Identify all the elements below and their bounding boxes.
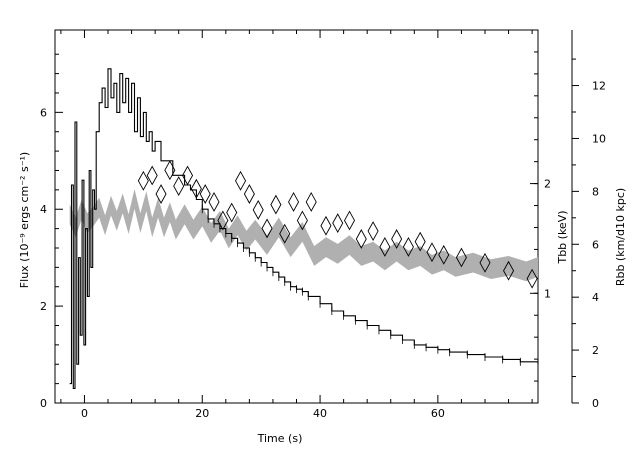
flux-series-line [69, 68, 539, 390]
radius-diamond-point [182, 165, 194, 186]
radius-diamond-point [438, 244, 450, 265]
y-radius-tick-label: 10 [592, 132, 606, 145]
radius-diamond-point [305, 192, 317, 212]
x-tick-label: 20 [195, 407, 209, 420]
radius-diamond-point [367, 221, 379, 241]
y-radius-tick-label: 0 [592, 397, 599, 410]
radius-diamond-point [164, 160, 176, 181]
y-axis-title-right-radius: Rbb (km/d10 kpc) [614, 188, 627, 286]
radius-diamond-point [252, 199, 264, 220]
radius-diamond-point [137, 170, 149, 191]
radius-diamond-point [270, 194, 282, 215]
x-axis-title: Time (s) [257, 432, 303, 445]
y-left-tick-label: 6 [40, 106, 47, 119]
y-radius-tick-label: 8 [592, 185, 599, 198]
y-left-tick-label: 0 [40, 397, 47, 410]
y-radius-tick-label: 4 [592, 291, 599, 304]
y-temperature-tick-label: 2 [544, 178, 551, 191]
radius-diamond-point [190, 178, 202, 199]
radius-diamond-point [208, 192, 220, 212]
radius-diamond-point [235, 170, 247, 191]
radius-diamond-point [402, 236, 414, 257]
radius-diamond-point [320, 215, 332, 236]
x-tick-label: 40 [313, 407, 327, 420]
temperature-band [69, 189, 538, 282]
radius-diamond-point [226, 202, 238, 223]
radius-diamond-point [503, 260, 515, 281]
radius-diamond-point [199, 184, 211, 204]
y-radius-tick-label: 2 [592, 344, 599, 357]
radius-diamond-point [243, 184, 255, 204]
radius-diamond-point [455, 247, 467, 268]
y-left-tick-label: 4 [40, 203, 47, 216]
y-temperature-tick-label: 1 [544, 287, 551, 300]
axis-ticks [55, 30, 579, 404]
radius-diamond-point [146, 165, 158, 186]
radius-diamond-point [155, 184, 167, 204]
x-tick-label: 0 [81, 407, 88, 420]
y-radius-tick-label: 6 [592, 238, 599, 251]
radius-diamond-point [379, 236, 391, 257]
y-axis-title-left: Flux (10⁻⁹ ergs cm⁻² s⁻¹) [18, 152, 31, 288]
y-axis-title-right-temperature: Tbb (keV) [556, 210, 569, 264]
radius-diamond-point [426, 242, 438, 263]
radius-diamond-point [391, 229, 403, 249]
radius-diamond-point [261, 218, 273, 239]
radius-diamond-point [479, 252, 491, 273]
y-radius-tick-label: 12 [592, 80, 606, 93]
chart-marks [69, 68, 539, 390]
radius-diamond-point [173, 176, 185, 197]
radius-diamond-point [343, 210, 356, 231]
radius-diamond-point [217, 210, 229, 231]
x-tick-label: 60 [431, 407, 445, 420]
radius-diamond-point [279, 223, 291, 244]
radius-diamond-point [414, 231, 426, 252]
radius-diamond-point [355, 229, 367, 249]
radius-diamond-point [332, 213, 344, 234]
radius-diamond-point [288, 192, 300, 212]
radius-diamond-point [526, 268, 538, 289]
y-left-tick-label: 2 [40, 300, 47, 313]
radius-diamond-point [296, 210, 308, 231]
